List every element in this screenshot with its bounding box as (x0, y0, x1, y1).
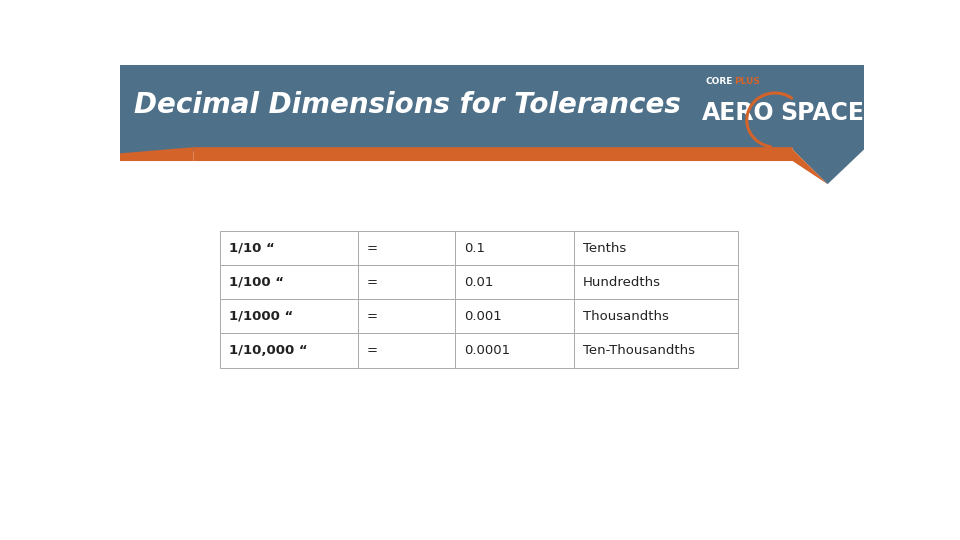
Text: 1/10,000 “: 1/10,000 “ (229, 344, 308, 357)
Text: SPACE: SPACE (780, 100, 864, 125)
Bar (221, 231, 358, 265)
Bar (455, 299, 574, 333)
Text: =: = (367, 344, 378, 357)
Bar (574, 231, 737, 265)
Bar (221, 299, 358, 333)
Text: Tenths: Tenths (583, 242, 626, 255)
Bar (455, 265, 574, 299)
Text: CORE: CORE (706, 77, 733, 86)
Text: 0.01: 0.01 (464, 276, 493, 289)
Text: AERO: AERO (702, 100, 775, 125)
Bar (358, 265, 455, 299)
Bar (221, 265, 358, 299)
Bar (574, 265, 737, 299)
Polygon shape (194, 147, 828, 184)
Bar (455, 333, 574, 368)
Bar (574, 333, 737, 368)
Text: 1/10 “: 1/10 “ (229, 242, 276, 255)
Bar (221, 333, 358, 368)
Text: 1/100 “: 1/100 “ (229, 276, 284, 289)
Polygon shape (120, 142, 198, 157)
Text: =: = (367, 242, 378, 255)
Text: Decimal Dimensions for Tolerances: Decimal Dimensions for Tolerances (134, 91, 681, 119)
Bar (358, 333, 455, 368)
Text: =: = (367, 276, 378, 289)
Text: Ten-Thousandths: Ten-Thousandths (583, 344, 695, 357)
Bar (358, 299, 455, 333)
Text: =: = (367, 310, 378, 323)
Text: 0.0001: 0.0001 (464, 344, 510, 357)
Bar (120, 65, 864, 148)
Bar (574, 299, 737, 333)
Text: Hundredths: Hundredths (583, 276, 660, 289)
Polygon shape (793, 142, 864, 184)
Polygon shape (120, 147, 194, 161)
Text: PLUS: PLUS (734, 77, 760, 86)
Text: 1/1000 “: 1/1000 “ (229, 310, 294, 323)
Text: Thousandths: Thousandths (583, 310, 669, 323)
Bar (455, 231, 574, 265)
Text: 0.1: 0.1 (464, 242, 485, 255)
Text: 0.001: 0.001 (464, 310, 501, 323)
Bar (358, 231, 455, 265)
